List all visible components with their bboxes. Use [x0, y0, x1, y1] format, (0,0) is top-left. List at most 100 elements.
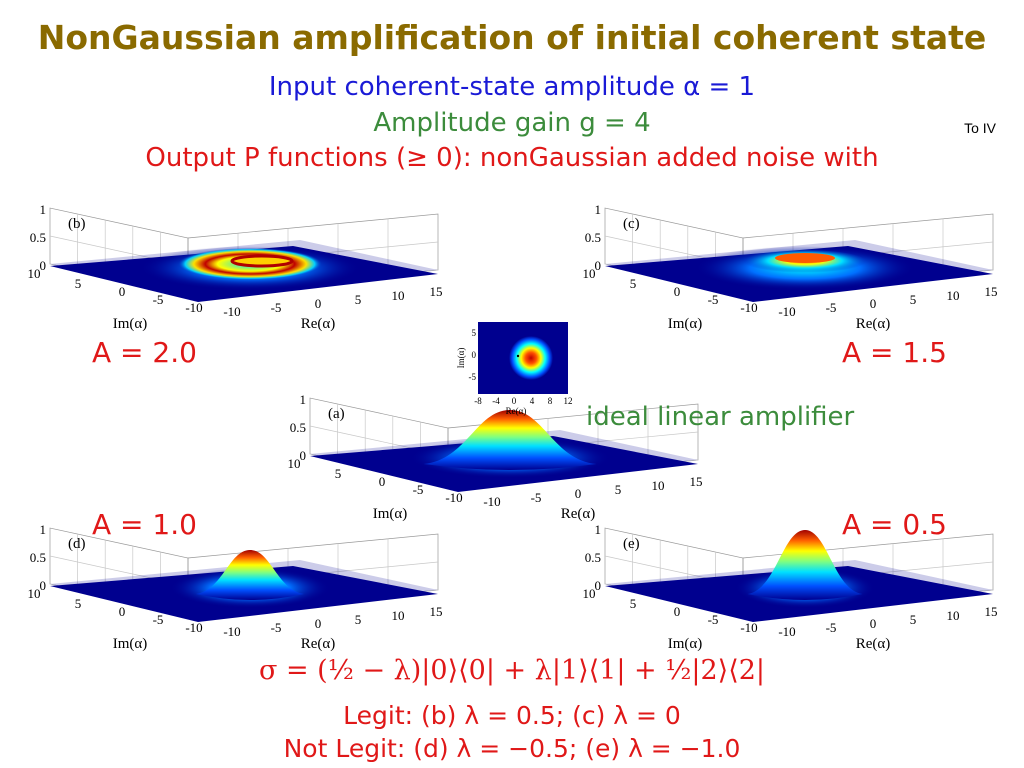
im-tick: -5 — [413, 482, 424, 497]
re-axis-label: Re(α) — [856, 636, 891, 652]
surface-peak — [196, 550, 304, 600]
z-tick: 1 — [300, 392, 307, 407]
re-tick: -5 — [531, 490, 542, 505]
im-axis-label: Im(α) — [668, 636, 703, 652]
re-tick: -5 — [271, 620, 282, 635]
re-tick: -5 — [826, 620, 837, 635]
im-tick: -10 — [740, 620, 757, 635]
re-tick: -10 — [778, 624, 795, 639]
re-tick: 15 — [985, 284, 998, 299]
inset-x-tick: 12 — [564, 396, 573, 406]
inset-y-tick: 5 — [472, 328, 477, 338]
a-label-c: A = 1.5 — [842, 336, 947, 369]
z-tick: 0.5 — [585, 550, 601, 565]
z-tick: 0 — [40, 578, 47, 593]
inset-xlabel: Re(α) — [506, 406, 527, 416]
im-tick: 0 — [674, 284, 681, 299]
im-tick: 10 — [28, 586, 41, 601]
legit-line: Legit: (b) λ = 0.5; (c) λ = 0 — [343, 701, 681, 730]
im-tick: 5 — [630, 276, 637, 291]
re-axis-label: Re(α) — [561, 506, 596, 522]
inset-y-tick: 0 — [472, 350, 477, 360]
re-tick: -10 — [778, 304, 795, 319]
im-tick: 5 — [630, 596, 637, 611]
re-tick: 15 — [430, 604, 443, 619]
re-tick: 10 — [947, 288, 960, 303]
re-tick: 0 — [575, 486, 582, 501]
inset-y-ticks: 5 0 -5 — [469, 328, 477, 382]
inset-ylabel: Im(α) — [456, 348, 466, 369]
panel-label: (c) — [623, 216, 640, 232]
re-tick: 10 — [652, 478, 665, 493]
panel-label: (d) — [68, 536, 86, 552]
im-tick: 10 — [288, 456, 301, 471]
im-tick: -10 — [445, 490, 462, 505]
z-tick: 0.5 — [585, 230, 601, 245]
z-tick: 0.5 — [30, 230, 46, 245]
im-tick: 0 — [379, 474, 386, 489]
z-tick: 0 — [300, 448, 307, 463]
im-axis-label: Im(α) — [113, 316, 148, 332]
im-tick: 0 — [674, 604, 681, 619]
re-axis-label: Re(α) — [856, 316, 891, 332]
surface-ring-hole — [230, 254, 294, 268]
z-tick: 1 — [595, 202, 602, 217]
re-tick: 5 — [355, 612, 362, 627]
re-tick: 10 — [392, 288, 405, 303]
im-tick: 10 — [583, 586, 596, 601]
inset-density-plot: -8 -4 0 4 8 12 5 0 -5 Re(α) Im(α) — [456, 322, 573, 416]
im-tick: 10 — [28, 266, 41, 281]
im-axis-label: Im(α) — [113, 636, 148, 652]
re-tick: -10 — [223, 624, 240, 639]
inset-y-tick: -5 — [469, 372, 477, 382]
subtitle-input-amplitude: Input coherent-state amplitude α = 1 — [268, 72, 756, 102]
z-tick: 1 — [40, 202, 47, 217]
not-legit-line: Not Legit: (d) λ = −0.5; (e) λ = −1.0 — [283, 734, 741, 763]
inset-x-ticks: -8 -4 0 4 8 12 — [474, 396, 572, 406]
im-tick: -5 — [708, 612, 719, 627]
surface-peak — [747, 530, 863, 600]
inset-x-tick: 4 — [530, 396, 535, 406]
surface-flat-top — [775, 253, 835, 263]
re-tick: 10 — [392, 608, 405, 623]
z-tick: 0.5 — [30, 550, 46, 565]
re-tick: 5 — [910, 292, 917, 307]
re-tick: 5 — [910, 612, 917, 627]
z-tick: 0 — [595, 578, 602, 593]
a-label-b: A = 2.0 — [92, 336, 197, 369]
inset-x-tick: -8 — [474, 396, 482, 406]
inset-origin-dot — [516, 354, 520, 358]
re-tick: 0 — [315, 296, 322, 311]
re-tick: 15 — [430, 284, 443, 299]
re-tick: 0 — [870, 296, 877, 311]
re-tick: 0 — [870, 616, 877, 631]
inset-x-tick: -4 — [492, 396, 500, 406]
ideal-amplifier-label: ideal linear amplifier — [586, 402, 855, 432]
im-tick: -10 — [185, 620, 202, 635]
panel-label: (a) — [328, 406, 345, 422]
z-tick: 0 — [595, 258, 602, 273]
re-tick: -5 — [271, 300, 282, 315]
im-tick: 10 — [583, 266, 596, 281]
subtitle-amplitude-gain: Amplitude gain g = 4 — [373, 108, 651, 138]
a-label-d: A = 1.0 — [92, 508, 197, 541]
formula-sigma: σ = (½ − λ)|0⟩⟨0| + λ|1⟩⟨1| + ½|2⟩⟨2| — [258, 655, 766, 686]
subtitle-output-p-functions: Output P functions (≥ 0): nonGaussian ad… — [145, 143, 879, 173]
panel-label: (e) — [623, 536, 640, 552]
surface-peak — [423, 410, 597, 470]
to-iv-link[interactable]: To IV — [964, 120, 996, 136]
panel-label: (b) — [68, 216, 86, 232]
im-tick: -10 — [185, 300, 202, 315]
re-tick: -5 — [826, 300, 837, 315]
re-tick: 0 — [315, 616, 322, 631]
re-tick: 15 — [690, 474, 703, 489]
re-tick: 10 — [947, 608, 960, 623]
inset-x-tick: 0 — [512, 396, 517, 406]
im-tick: 5 — [75, 276, 82, 291]
im-tick: -5 — [153, 292, 164, 307]
re-tick: -10 — [223, 304, 240, 319]
